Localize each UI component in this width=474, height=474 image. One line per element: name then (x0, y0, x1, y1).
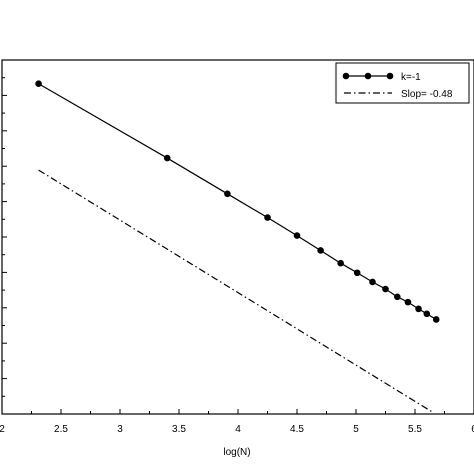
data-point (353, 269, 361, 277)
x-tick-label: 6 (471, 424, 474, 435)
x-tick-label: 3 (117, 424, 123, 435)
x-tick-label: 4.5 (290, 424, 304, 435)
plot-frame (1, 59, 474, 415)
legend-box (335, 62, 470, 104)
x-tick-label: 5.5 (408, 424, 422, 435)
x-tick-label: 4 (235, 424, 241, 435)
data-point (382, 285, 389, 293)
data-point (163, 154, 171, 162)
series-line-1 (38, 169, 434, 413)
x-axis-label: log(N) (223, 447, 250, 458)
series-line-0 (38, 83, 437, 320)
legend-marker (342, 72, 350, 80)
legend: k=-1 Slop= -0.48 (335, 62, 470, 104)
legend-marker (386, 72, 394, 80)
data-point (317, 247, 324, 254)
x-tick-label: 2.5 (54, 424, 68, 435)
series-layer (35, 80, 440, 413)
data-point (264, 214, 271, 221)
legend-label-1: Slop= -0.48 (401, 89, 453, 100)
data-point (337, 259, 344, 267)
data-point (35, 80, 42, 88)
data-point (224, 190, 231, 198)
data-point (415, 305, 422, 313)
legend-label-0: k=-1 (401, 72, 421, 83)
x-tick-label: 5 (353, 424, 359, 435)
data-point (432, 316, 440, 323)
x-axis-ticks: 2 2.5 3 3.5 4 4.5 5 5.5 6 (0, 59, 474, 435)
data-point (423, 310, 431, 318)
data-point (293, 232, 301, 239)
data-point (394, 293, 401, 301)
data-point (404, 298, 412, 306)
legend-marker (364, 72, 372, 80)
data-point (369, 278, 376, 286)
x-tick-label: 2 (0, 424, 5, 435)
x-tick-label: 3.5 (172, 424, 186, 435)
